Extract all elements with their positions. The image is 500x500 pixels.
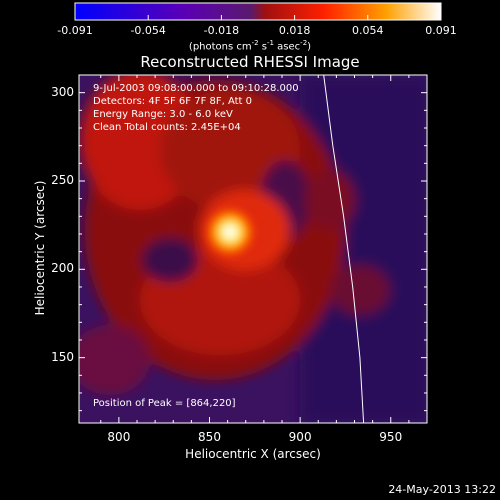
time-range-annotation: 9-Jul-2003 09:08:00.000 to 09:10:28.000 <box>93 83 299 94</box>
colorbar-tick-label: 0.091 <box>425 24 457 37</box>
heatmap-image <box>79 75 427 423</box>
footer-timestamp: 24-May-2013 13:22 <box>388 483 496 496</box>
energy-range-annotation: Energy Range: 3.0 - 6.0 keV <box>93 109 233 120</box>
colorbar-gradient <box>74 2 442 21</box>
detectors-annotation: Detectors: 4F 5F 6F 7F 8F, Att 0 <box>93 96 253 107</box>
colorbar-tick-label: -0.054 <box>130 24 166 37</box>
colorbar-unit-label: (photons cm-2 s-1 asec-2) <box>188 39 312 53</box>
y-axis-title: Heliocentric Y (arcsec) <box>33 180 47 316</box>
x-axis-title: Heliocentric X (arcsec) <box>185 447 321 461</box>
chart-title: Reconstructed RHESSI Image <box>140 53 360 71</box>
x-tick-label: 800 <box>107 430 131 444</box>
colorbar-tick-label: 0.054 <box>352 24 384 37</box>
x-tick-label: 950 <box>379 430 403 444</box>
y-tick-label: 250 <box>51 172 74 187</box>
x-tick-label: 900 <box>288 430 312 444</box>
x-tick-label: 850 <box>198 430 221 444</box>
y-tick-label: 200 <box>51 261 74 276</box>
solar-limb-line <box>323 75 365 423</box>
colorbar <box>74 2 442 21</box>
colorbar-tick-label: -0.091 <box>57 24 93 37</box>
peak-position-annotation: Position of Peak = [864,220] <box>93 398 236 409</box>
y-tick-label: 150 <box>51 349 74 364</box>
colorbar-tick-label: -0.018 <box>203 24 240 37</box>
colorbar-tick-label: 0.018 <box>278 24 311 37</box>
clean-counts-annotation: Clean Total counts: 2.45E+04 <box>93 122 241 133</box>
plot-frame <box>78 74 428 424</box>
y-tick-label: 300 <box>51 84 74 99</box>
